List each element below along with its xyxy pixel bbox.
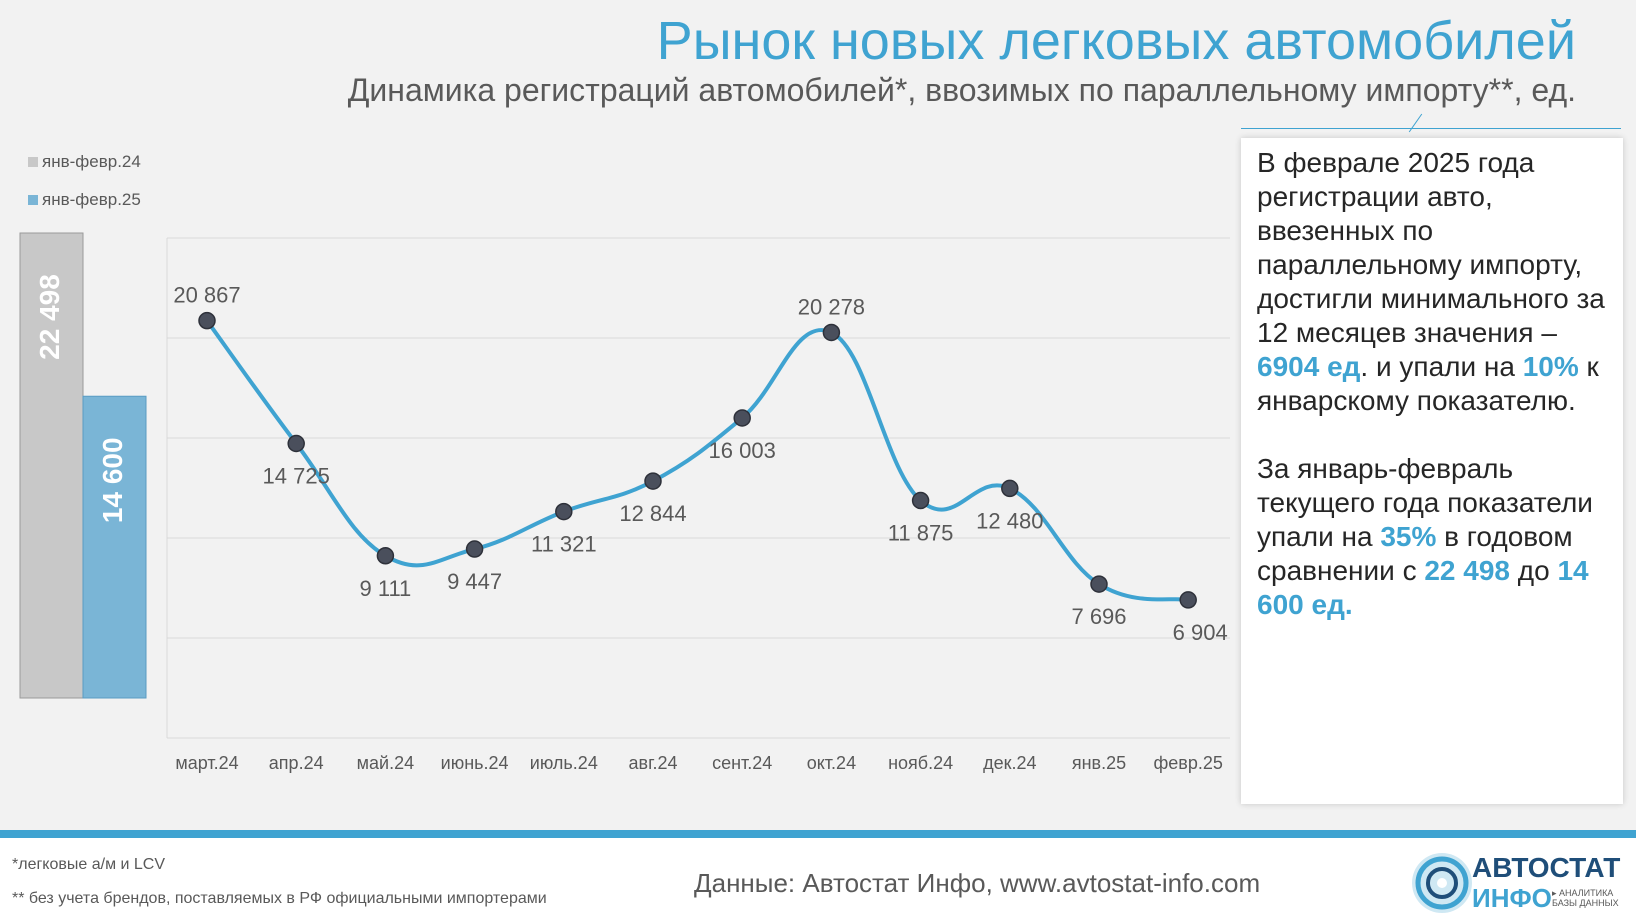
data-label: 20 278 [798,294,865,319]
info-p2-highlight-from: 22 498 [1424,555,1510,586]
data-label: 12 480 [976,508,1043,533]
info-p2-text-c: до [1517,555,1550,586]
source-text: Данные: Автостат Инфо, www.avtostat-info… [694,868,1261,898]
legend-swatch-2024 [28,157,38,167]
data-point-апр.24 [287,434,305,453]
bar-value-label: 14 600 [97,437,128,523]
x-tick-label: дек.24 [983,753,1036,773]
data-label: 6 904 [1173,620,1228,645]
data-label: 14 725 [263,464,330,489]
chart-area: 22 498 14 600 20 867 март.24 14 725 апр.24 9 1… [19,232,1230,773]
x-tick-label: март.24 [175,753,238,773]
legend-item-2025: янв-февр.25 [28,190,141,210]
data-point-март.24 [198,311,216,330]
x-tick-label: июнь.24 [441,753,509,773]
legend-item-2024: янв-февр.24 [28,152,141,172]
data-label: 16 003 [709,438,776,463]
data-point-авг.24 [644,472,662,490]
bar-value-label: 22 498 [34,274,65,360]
x-tick-label: янв.25 [1072,753,1126,773]
footer [0,838,1636,924]
logo-text-1: АВТОСТАТ [1472,852,1621,883]
data-point-нояб.24 [911,491,930,510]
info-text: В феврале 2025 года регистрации авто, вв… [1257,146,1617,656]
legend-label-2024: янв-февр.24 [42,152,141,171]
data-label: 9 111 [360,576,412,601]
data-point-янв.25 [1090,575,1108,593]
x-tick-label: февр.25 [1153,753,1222,773]
info-p1-text-c: к январскому показателю. [1257,351,1599,416]
data-label: 11 321 [531,532,597,557]
x-tick-label: окт.24 [807,753,856,773]
footer-divider [0,830,1636,838]
x-tick-label: июль.24 [530,753,598,773]
data-point-окт.24 [822,323,841,342]
data-label: 20 867 [173,283,240,308]
info-paragraph-1: В феврале 2025 года регистрации авто, вв… [1257,146,1617,418]
x-tick-label: авг.24 [629,753,678,773]
data-point-февр.25 [1179,591,1197,609]
x-tick-label: сент.24 [712,753,772,773]
info-box [1241,138,1623,804]
info-p1-text-a: В феврале 2025 года регистрации авто, вв… [1257,147,1605,348]
info-p2-text-a: За январь-февраль текущего года показате… [1257,453,1593,552]
data-point-май.24 [376,547,395,565]
info-p2-highlight-to: 14 600 ед. [1257,555,1589,620]
x-tick-label: май.24 [357,753,414,773]
legend-label-2025: янв-февр.25 [42,190,141,209]
page-subtitle: Динамика регистраций автомобилей*, ввози… [347,72,1576,108]
bar-янв-февр.25 [82,395,147,699]
data-point-июль.24 [555,502,573,521]
data-label: 12 844 [619,501,686,526]
info-p2-text-b: в годовом сравнении с [1257,521,1573,586]
data-label: 11 875 [888,521,954,546]
info-p1-highlight-units: 6904 ед [1257,351,1361,382]
decorative-line [1241,128,1621,129]
page-title: Рынок новых легковых автомобилей [656,11,1576,71]
logo-tagline: ▸ АНАЛИТИКА БАЗЫ ДАННЫХ [1552,888,1619,908]
footnote-1: *легковые а/м и LCV [12,856,166,873]
logo-icon [1412,853,1472,913]
x-tick-label: апр.24 [269,753,324,773]
data-point-июнь.24 [465,540,484,558]
logo-text-2: ИНФО [1472,883,1552,913]
info-paragraph-2: За январь-февраль текущего года показате… [1257,452,1617,622]
data-label: 9 447 [447,569,502,594]
info-p1-highlight-percent: 10% [1522,351,1579,382]
data-label: 7 696 [1071,604,1126,629]
data-point-сент.24 [733,409,751,427]
series-line [205,319,1189,602]
info-p1-text-b: . и упали на [1360,351,1515,382]
x-tick-label: нояб.24 [888,753,953,773]
legend-swatch-2025 [28,195,38,205]
footnote-2: ** без учета брендов, поставляемых в РФ … [12,890,547,907]
data-point-дек.24 [1001,479,1019,498]
info-p2-highlight-percent: 35% [1380,521,1437,552]
